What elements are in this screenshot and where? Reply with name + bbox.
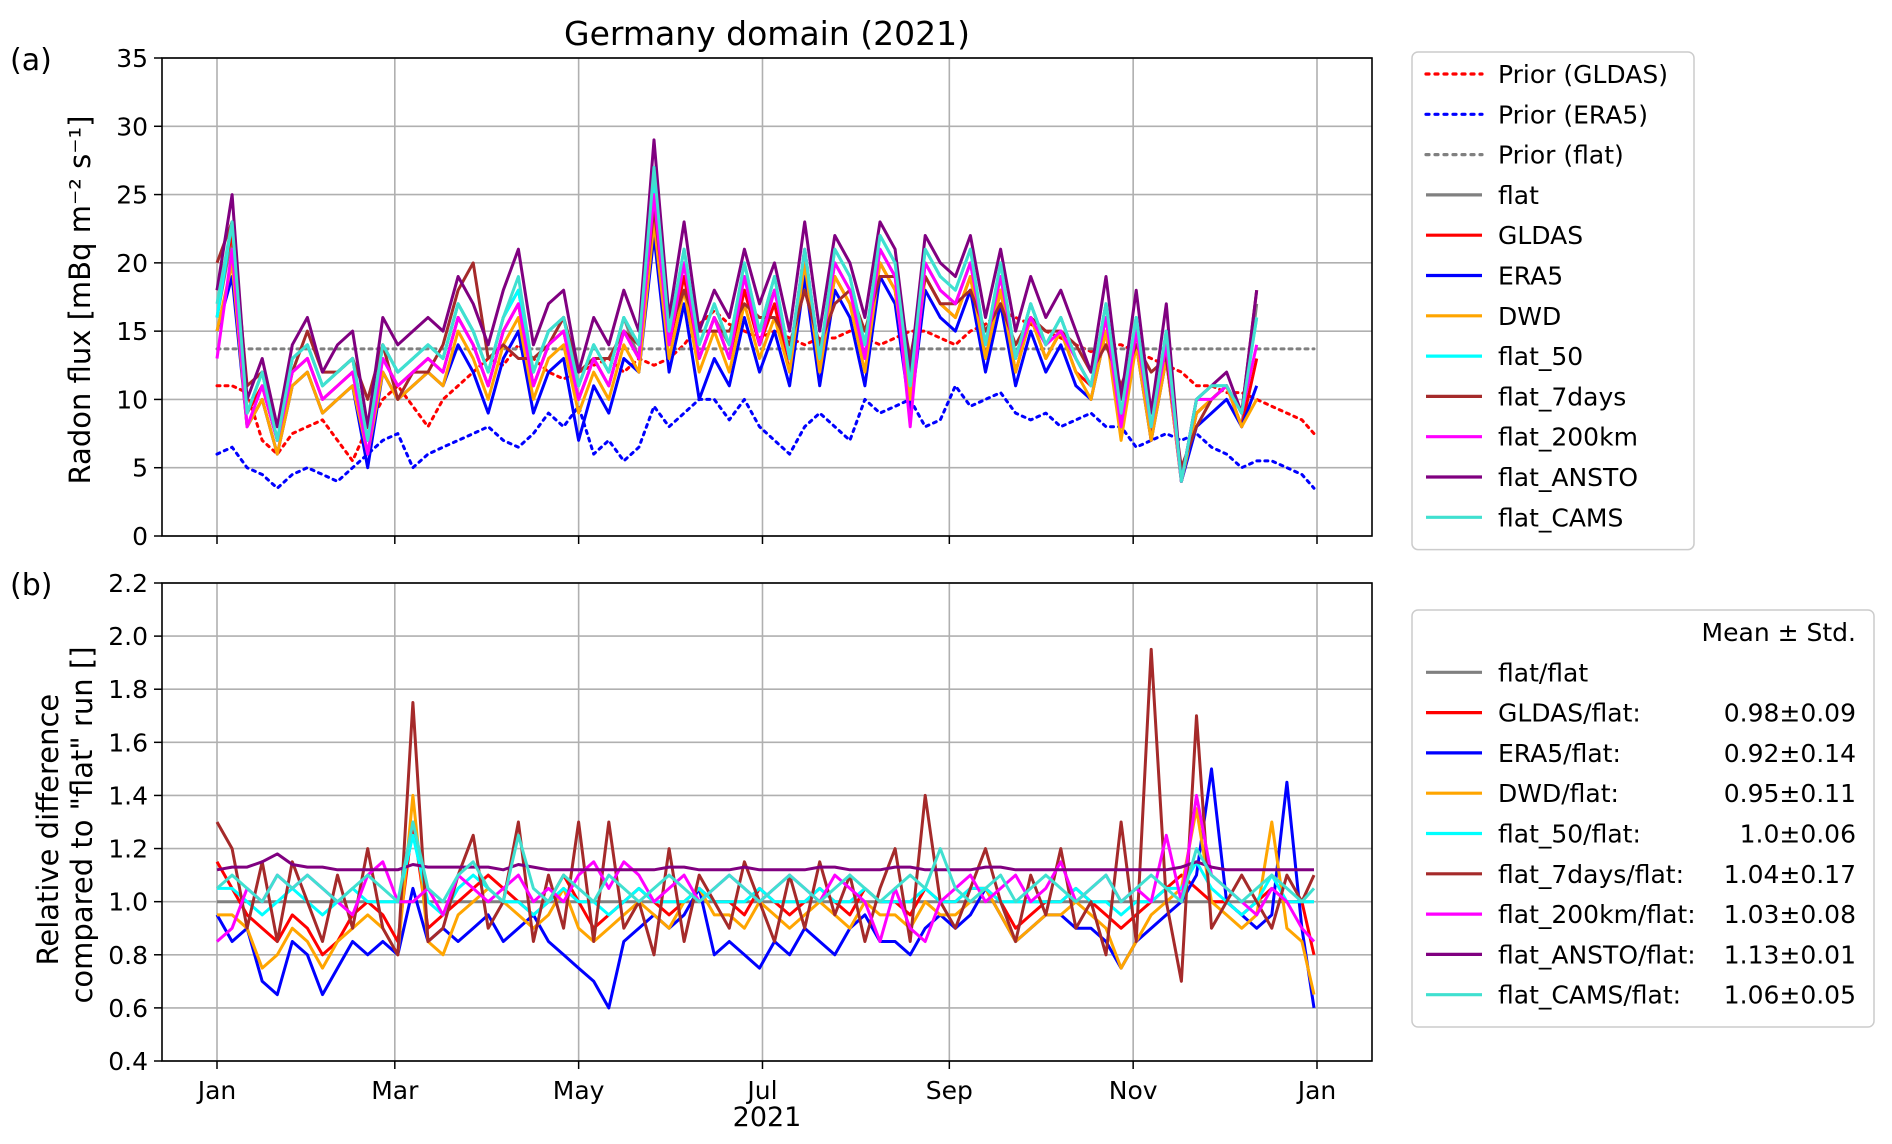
x-tick-label: May xyxy=(553,1076,605,1105)
panel-b-label: (b) xyxy=(10,568,52,603)
legend-b-label: GLDAS/flat: xyxy=(1498,699,1641,728)
x-tick-label: Mar xyxy=(371,1076,419,1105)
legend-a: Prior (GLDAS) Prior (ERA5) Prior (flat) fla… xyxy=(1411,51,1695,551)
y-tick-label: 0.8 xyxy=(108,941,148,970)
legend-a-label: Prior (ERA5) xyxy=(1498,100,1648,129)
legend-a-label: Prior (GLDAS) xyxy=(1498,60,1668,89)
x-tick-label: Jul xyxy=(745,1076,777,1105)
legend-b-value: 0.92±0.14 xyxy=(1724,739,1856,768)
plot-a: 0 5 10 15 20 25 30 35 xyxy=(116,44,1373,551)
legend-b-value: 0.95±0.11 xyxy=(1724,779,1856,808)
legend-b-label: DWD/flat: xyxy=(1498,779,1619,808)
legend-b-value: 1.0±0.06 xyxy=(1740,820,1856,849)
x-tick-label: Jan xyxy=(196,1076,237,1105)
y-tick-label: 20 xyxy=(116,249,148,278)
legend-b-label: flat_ANSTO/flat: xyxy=(1498,940,1696,969)
y-tick-label: 1.0 xyxy=(108,888,148,917)
series-line xyxy=(215,647,1316,983)
x-tick-label: Jan xyxy=(1296,1076,1337,1105)
y-tick-label: 0 xyxy=(132,522,148,551)
legend-a-label: GLDAS xyxy=(1498,221,1583,250)
legend-b-label: flat_CAMS/flat: xyxy=(1498,981,1681,1010)
y-tick-label: 15 xyxy=(116,317,148,346)
y-tick-label: 1.6 xyxy=(108,728,148,757)
series-line xyxy=(215,384,1316,490)
legend-b-header: Mean ± Std. xyxy=(1702,618,1856,647)
legend-b-box xyxy=(1411,609,1875,1028)
y-tick-label: 0.4 xyxy=(108,1047,148,1076)
legend-a-label: flat_7days xyxy=(1498,382,1626,411)
legend-a-label: flat_50 xyxy=(1498,342,1583,371)
legend-b-label: flat_50/flat: xyxy=(1498,820,1641,849)
chart-a-title: Germany domain (2021) xyxy=(564,14,970,53)
y-tick-label: 0.6 xyxy=(108,994,148,1023)
y-tick-label: 2.0 xyxy=(108,622,148,651)
y-tick-label: 5 xyxy=(132,454,148,483)
legend-b-label: flat_7days/flat: xyxy=(1498,860,1684,889)
panel-b: (b) Relative difference compared to "fla… xyxy=(10,568,1875,1133)
y-tick-label: 10 xyxy=(116,385,148,414)
legend-b-value: 1.04±0.17 xyxy=(1724,860,1856,889)
x-tick-label: Sep xyxy=(926,1076,973,1105)
legend-b-value: 1.13±0.01 xyxy=(1724,940,1856,969)
legend-b-value: 1.06±0.05 xyxy=(1724,981,1856,1010)
y-tick-label: 1.4 xyxy=(108,781,148,810)
legend-b: Mean ± Std. flat/flat GLDAS/flat: 0.98±0.09… xyxy=(1411,609,1875,1028)
legend-b-label: flat/flat xyxy=(1498,658,1588,687)
series-line xyxy=(216,820,1316,904)
series-line xyxy=(215,138,1259,483)
panel-a: (a) Germany domain (2021) Radon flux [mB… xyxy=(10,14,1695,551)
panel-a-label: (a) xyxy=(10,43,52,78)
chart-a-ylabel: Radon flux [mBq m⁻² s⁻¹] xyxy=(63,116,97,485)
legend-a-label: DWD xyxy=(1498,302,1561,331)
legend-a-label: flat xyxy=(1498,181,1539,210)
plot-frame xyxy=(161,57,1373,537)
legend-b-label: ERA5/flat: xyxy=(1498,739,1621,768)
chart-b-xlabel: 2021 xyxy=(733,1102,802,1133)
legend-b-value: 1.03±0.08 xyxy=(1724,900,1856,929)
y-tick-label: 25 xyxy=(116,181,148,210)
series-line xyxy=(216,852,1314,872)
legend-a-label: flat_CAMS xyxy=(1498,503,1623,532)
plot-b: 0.4 0.6 0.8 1.0 1.2 1.4 1.6 1.8 2.0 2.2 Jan Mar May J… xyxy=(108,569,1373,1105)
series-line xyxy=(215,220,1259,483)
legend-a-box xyxy=(1411,51,1695,551)
chart-b-ylabel-line2: compared to "flat" run [] xyxy=(65,646,99,1003)
legend-a-label: flat_200km xyxy=(1498,423,1638,452)
y-tick-label: 35 xyxy=(116,44,148,73)
legend-a-label: ERA5 xyxy=(1498,262,1563,291)
chart-b-ylabel-line1: Relative difference xyxy=(31,694,65,966)
series-line xyxy=(215,165,1259,483)
legend-b-value: 0.98±0.09 xyxy=(1724,699,1856,728)
y-tick-label: 1.8 xyxy=(108,675,148,704)
y-tick-label: 1.2 xyxy=(108,835,148,864)
y-tick-label: 2.2 xyxy=(108,569,148,598)
legend-b-label: flat_200km/flat: xyxy=(1498,900,1696,929)
chart-b-ylabel: Relative difference compared to "flat" r… xyxy=(31,646,99,1003)
legend-a-label: flat_ANSTO xyxy=(1498,463,1638,492)
x-tick-label: Nov xyxy=(1109,1076,1158,1105)
y-tick-label: 30 xyxy=(116,112,148,141)
legend-a-label: Prior (flat) xyxy=(1498,141,1624,170)
plot-frame xyxy=(161,582,1373,1062)
